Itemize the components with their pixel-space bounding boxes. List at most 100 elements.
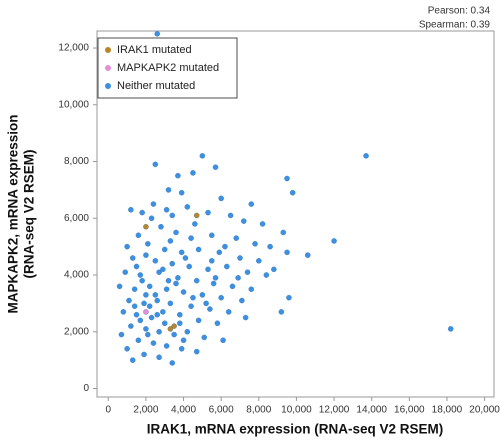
legend-label: IRAK1 mutated [117, 44, 192, 56]
data-point [160, 309, 166, 315]
data-point [154, 297, 160, 304]
data-point [239, 297, 245, 304]
data-point [124, 243, 130, 250]
legend-label: Neither mutated [117, 80, 195, 92]
data-point [152, 258, 159, 264]
data-point [363, 153, 369, 159]
data-point [248, 201, 255, 207]
data-point [161, 320, 168, 326]
data-point [263, 272, 270, 278]
data-point [129, 357, 136, 363]
data-point [154, 311, 160, 318]
data-point [128, 206, 134, 213]
data-point [165, 277, 172, 284]
data-point [145, 241, 151, 247]
plot-frame [96, 30, 495, 398]
data-point [218, 294, 224, 301]
x-tick-label: 8,000 [246, 405, 271, 416]
data-point [128, 323, 134, 329]
data-point [175, 172, 181, 179]
data-point [120, 309, 127, 315]
data-point [237, 255, 243, 261]
data-point [131, 303, 138, 309]
data-point [188, 235, 194, 241]
data-point [143, 252, 149, 258]
data-point [129, 255, 136, 261]
data-point [135, 232, 142, 239]
data-point [158, 224, 164, 230]
spearman-annotation: Spearman: 0.39 [419, 20, 491, 31]
data-point [141, 300, 147, 307]
data-point [143, 309, 149, 315]
data-point [167, 326, 174, 332]
y-axis-title: MAPKAPK2, mRNA expression [6, 114, 21, 313]
data-point [201, 334, 207, 341]
data-point [199, 153, 206, 159]
data-point [146, 283, 153, 290]
data-point [188, 303, 194, 309]
data-point [280, 229, 287, 236]
data-point [447, 326, 454, 332]
data-point [193, 348, 200, 355]
data-point [163, 343, 170, 349]
data-point [175, 275, 181, 281]
y-tick-label: 4,000 [64, 270, 89, 281]
data-point [214, 320, 221, 326]
data-point [124, 346, 130, 352]
pearson-annotation: Pearson: 0.34 [428, 6, 491, 17]
data-point [199, 292, 206, 298]
data-point [150, 201, 157, 207]
data-point [209, 232, 215, 239]
x-tick-label: 2,000 [133, 405, 158, 416]
data-point [284, 249, 290, 256]
data-point [184, 204, 191, 210]
x-tick-label: 4,000 [171, 405, 196, 416]
y-tick-label: 10,000 [58, 99, 89, 110]
x-tick-label: 12,000 [319, 405, 350, 416]
data-point [220, 337, 226, 344]
data-point [193, 212, 200, 219]
data-point [173, 280, 179, 287]
x-tick-label: 0 [106, 405, 112, 416]
data-point [143, 292, 149, 298]
data-point [178, 346, 185, 352]
data-point [163, 206, 170, 213]
data-point [143, 326, 149, 332]
data-point [235, 275, 241, 281]
data-point [331, 238, 337, 244]
data-point [167, 238, 174, 244]
x-tick-label: 10,000 [281, 405, 312, 416]
data-point [165, 187, 172, 193]
data-point [169, 360, 176, 366]
data-point [267, 243, 273, 250]
x-tick-label: 18,000 [432, 405, 463, 416]
x-tick-label: 14,000 [356, 405, 387, 416]
data-point [141, 351, 147, 358]
data-point [148, 215, 155, 222]
x-tick-label: 20,000 [469, 405, 500, 416]
data-point [205, 266, 211, 273]
data-point [222, 243, 228, 250]
data-point [227, 212, 234, 219]
data-point [241, 218, 247, 224]
data-point [152, 292, 159, 298]
data-point [137, 272, 144, 278]
data-point [286, 294, 292, 301]
data-point [229, 283, 236, 290]
data-point [180, 337, 187, 344]
data-point [135, 337, 142, 344]
data-point [173, 229, 179, 236]
data-point [154, 31, 160, 37]
data-point [160, 266, 166, 273]
data-point [146, 303, 153, 309]
data-point [122, 269, 128, 275]
data-point [205, 209, 211, 216]
data-point [161, 246, 168, 253]
data-point [304, 252, 311, 258]
data-point [143, 224, 149, 230]
legend-box [97, 37, 238, 99]
data-point [116, 283, 123, 290]
data-point [242, 314, 249, 321]
data-point [148, 314, 155, 321]
